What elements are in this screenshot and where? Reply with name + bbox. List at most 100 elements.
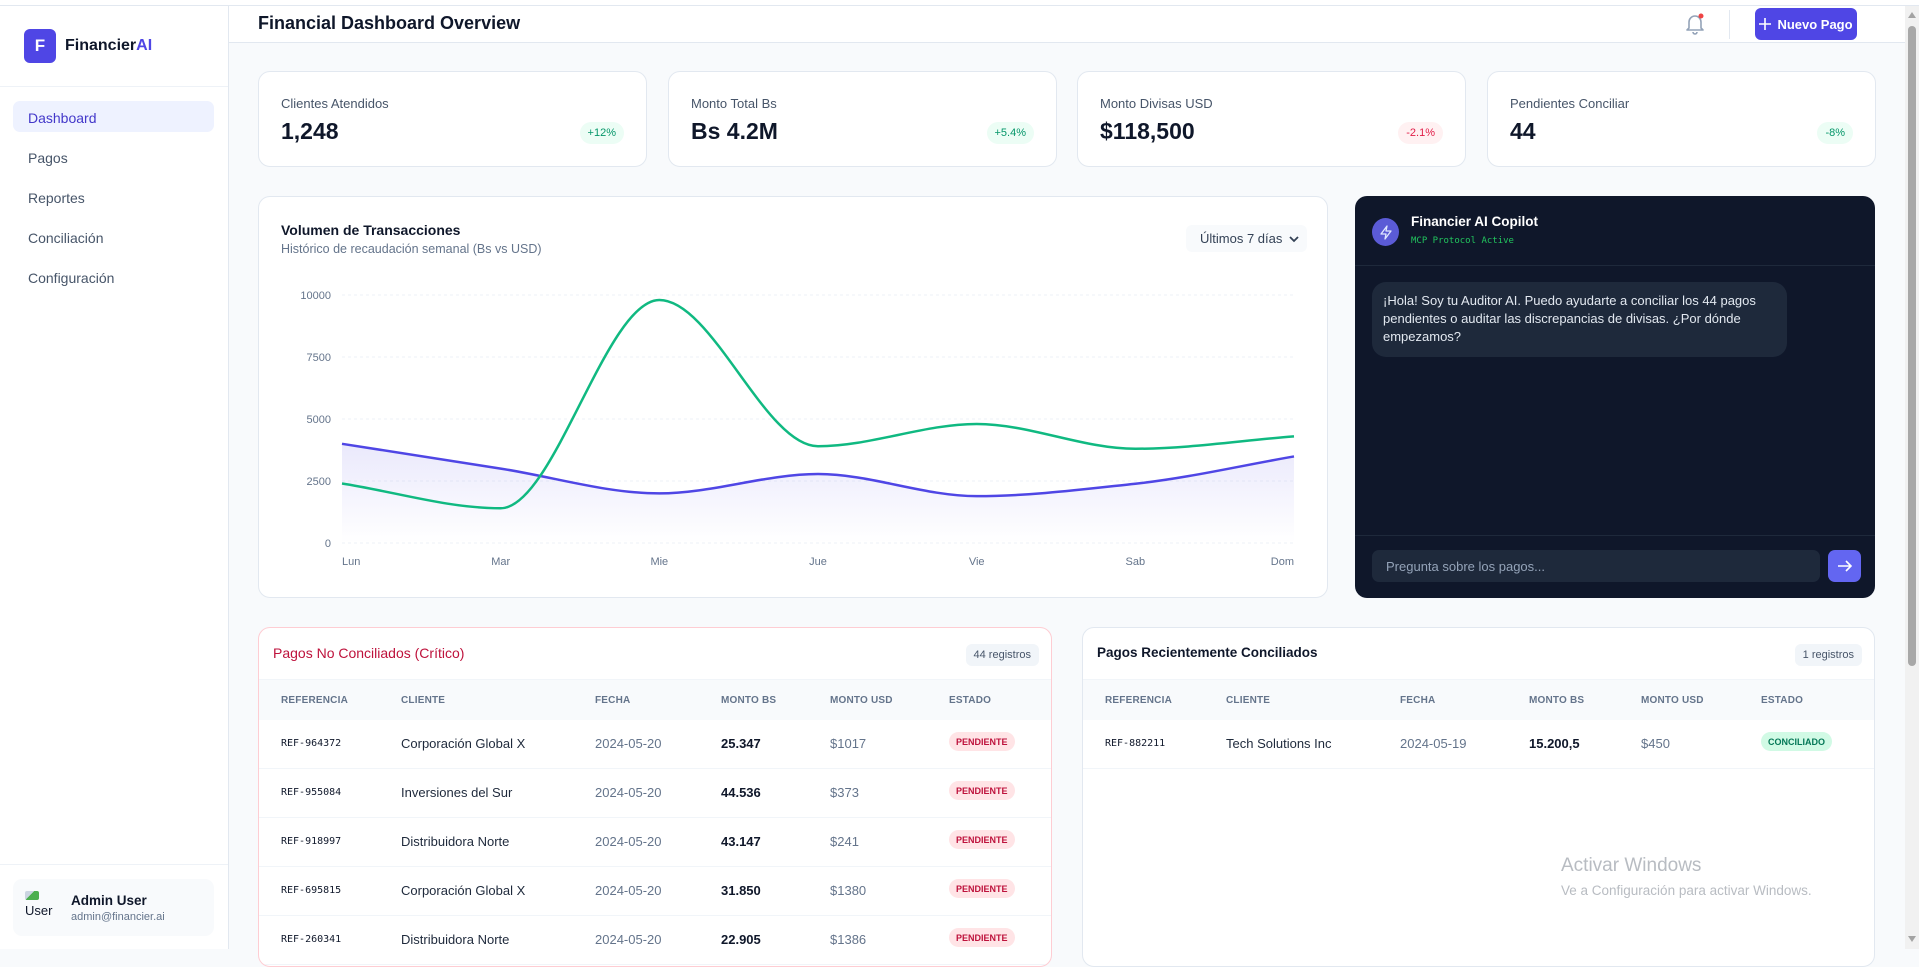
app-name: FinancierAI — [65, 37, 153, 54]
cell-client: Corporación Global X — [401, 883, 526, 898]
cell-ref: REF-918997 — [281, 836, 342, 847]
cell-client: Distribuidora Norte — [401, 834, 510, 849]
cell-status: PENDIENTE — [949, 830, 1015, 849]
cell-ref: REF-955084 — [281, 787, 342, 798]
table-title: Pagos Recientemente Conciliados — [1097, 645, 1318, 660]
cell-date: 2024-05-20 — [595, 932, 662, 947]
cell-bs: 25.347 — [721, 736, 761, 751]
table-row[interactable]: REF-695815 Corporación Global X 2024-05-20… — [259, 867, 1051, 916]
cell-status: PENDIENTE — [949, 879, 1015, 898]
unreconciled-payments-table: Pagos No Conciliados (Crítico) 44 registr… — [258, 627, 1052, 967]
browser-top-edge — [0, 0, 1919, 6]
y-tick-label: 5000 — [307, 414, 331, 426]
kpi-card: Clientes Atendidos 1,248 +12% — [258, 71, 647, 167]
transactions-chart-card: 0 2500 5000 7500 10000 Lun Mar Mie Jue Vie Sab Dom … — [258, 196, 1328, 598]
column-header: REFERENCIA — [281, 695, 349, 706]
kpi-change-badge: -8% — [1817, 122, 1853, 144]
copilot-chat-input[interactable] — [1372, 550, 1820, 582]
table-row[interactable]: REF-882211 Tech Solutions Inc 2024-05-19 15… — [1083, 720, 1874, 769]
column-header: MONTO USD — [830, 695, 893, 706]
reconciled-payments-table: Pagos Recientemente Conciliados 1 registr… — [1082, 627, 1875, 967]
line-chart: 0 2500 5000 7500 10000 Lun Mar Mie Jue Vie Sab Dom — [300, 290, 1295, 568]
cell-status: PENDIENTE — [949, 928, 1015, 947]
column-header: ESTADO — [949, 695, 992, 706]
send-button[interactable] — [1828, 550, 1861, 582]
y-tick-label: 2500 — [307, 476, 331, 488]
kpi-label: Monto Total Bs — [691, 96, 777, 111]
table-header: REFERENCIA CLIENTE FECHA MONTO BS MONTO USD E… — [1083, 679, 1874, 720]
cell-bs: 15.200,5 — [1529, 736, 1580, 751]
new-payment-button[interactable]: Nuevo Pago — [1755, 8, 1857, 40]
windows-watermark-subtitle: Ve a Configuración para activar Windows. — [1561, 883, 1812, 898]
sidebar-item-reportes[interactable]: Reportes — [28, 190, 85, 206]
bell-icon — [1686, 13, 1704, 35]
kpi-card: Monto Total Bs Bs 4.2M +5.4% — [668, 71, 1057, 167]
scroll-down-arrow[interactable] — [1908, 936, 1916, 942]
table-row[interactable]: REF-955084 Inversiones del Sur 2024-05-20 4… — [259, 769, 1051, 818]
range-select-value: Últimos 7 días — [1200, 231, 1283, 246]
column-header: FECHA — [1400, 695, 1436, 706]
sidebar-item-configuracion[interactable]: Configuración — [28, 270, 115, 286]
divider — [0, 86, 228, 87]
column-header: MONTO BS — [721, 695, 777, 706]
column-header: MONTO USD — [1641, 695, 1704, 706]
scroll-up-arrow[interactable] — [1908, 12, 1916, 18]
kpi-value: $118,500 — [1100, 118, 1195, 144]
cell-ref: REF-695815 — [281, 885, 342, 896]
column-header: FECHA — [595, 695, 631, 706]
series-line — [341, 442, 1295, 498]
series-area — [342, 443, 1294, 543]
cell-usd: $241 — [830, 834, 859, 849]
column-header: REFERENCIA — [1105, 695, 1173, 706]
copilot-avatar — [1372, 218, 1399, 246]
cell-date: 2024-05-20 — [595, 883, 662, 898]
page-scrollbar[interactable] — [1905, 6, 1919, 949]
user-profile[interactable]: User Admin User admin@financier.ai — [13, 879, 214, 936]
notifications-button[interactable] — [1684, 12, 1706, 36]
table-row[interactable]: REF-964372 Corporación Global X 2024-05-20… — [259, 720, 1051, 769]
series-line — [341, 298, 1295, 510]
table-row[interactable]: REF-918997 Distribuidora Norte 2024-05-20 4… — [259, 818, 1051, 867]
user-name: Admin User — [71, 893, 147, 908]
cell-status: CONCILIADO — [1761, 732, 1832, 751]
assistant-message: ¡Hola! Soy tu Auditor AI. Puedo ayudarte… — [1372, 282, 1787, 357]
cell-date: 2024-05-19 — [1400, 736, 1467, 751]
kpi-card: Pendientes Conciliar 44 -8% — [1487, 71, 1876, 167]
sidebar-item-dashboard[interactable]: Dashboard — [13, 101, 214, 132]
cell-status: PENDIENTE — [949, 781, 1015, 800]
cell-bs: 44.536 — [721, 785, 761, 800]
chevron-down-icon — [1289, 235, 1299, 242]
kpi-label: Monto Divisas USD — [1100, 96, 1213, 111]
cell-ref: REF-964372 — [281, 738, 342, 749]
table-row[interactable]: REF-260341 Distribuidora Norte 2024-05-20 2… — [259, 916, 1051, 965]
range-select[interactable]: Últimos 7 días — [1186, 225, 1307, 252]
cell-date: 2024-05-20 — [595, 736, 662, 751]
logo-icon: F — [24, 29, 56, 63]
windows-watermark-title: Activar Windows — [1561, 855, 1702, 876]
kpi-card: Monto Divisas USD $118,500 -2.1% — [1077, 71, 1466, 167]
arrow-right-icon — [1837, 560, 1852, 572]
cell-client: Distribuidora Norte — [401, 932, 510, 947]
divider — [1729, 10, 1730, 39]
scrollbar-thumb[interactable] — [1908, 26, 1916, 666]
sidebar-item-conciliacion[interactable]: Conciliación — [28, 230, 104, 246]
divider — [0, 864, 228, 865]
ai-copilot-panel: Financier AI Copilot MCP Protocol Active… — [1355, 196, 1875, 598]
x-tick-label: Sab — [1126, 556, 1146, 568]
sidebar-item-pagos[interactable]: Pagos — [28, 150, 68, 166]
record-count-badge: 1 registros — [1794, 644, 1862, 666]
kpi-value: 1,248 — [281, 118, 339, 144]
kpi-value: 44 — [1510, 118, 1536, 144]
cell-client: Inversiones del Sur — [401, 785, 513, 800]
sidebar: F FinancierAI Dashboard Pagos Reportes Conc… — [0, 6, 229, 949]
cell-ref: REF-882211 — [1105, 738, 1166, 749]
cell-usd: $1017 — [830, 736, 867, 751]
table-header: REFERENCIA CLIENTE FECHA MONTO BS MONTO USD E… — [259, 679, 1051, 720]
cell-bs: 31.850 — [721, 883, 761, 898]
kpi-change-badge: -2.1% — [1398, 122, 1443, 144]
top-header: Financial Dashboard Overview Nuevo Pago — [229, 6, 1905, 43]
record-count-badge: 44 registros — [965, 644, 1039, 666]
kpi-change-badge: +5.4% — [986, 122, 1034, 144]
cell-usd: $450 — [1641, 736, 1670, 751]
column-header: MONTO BS — [1529, 695, 1585, 706]
